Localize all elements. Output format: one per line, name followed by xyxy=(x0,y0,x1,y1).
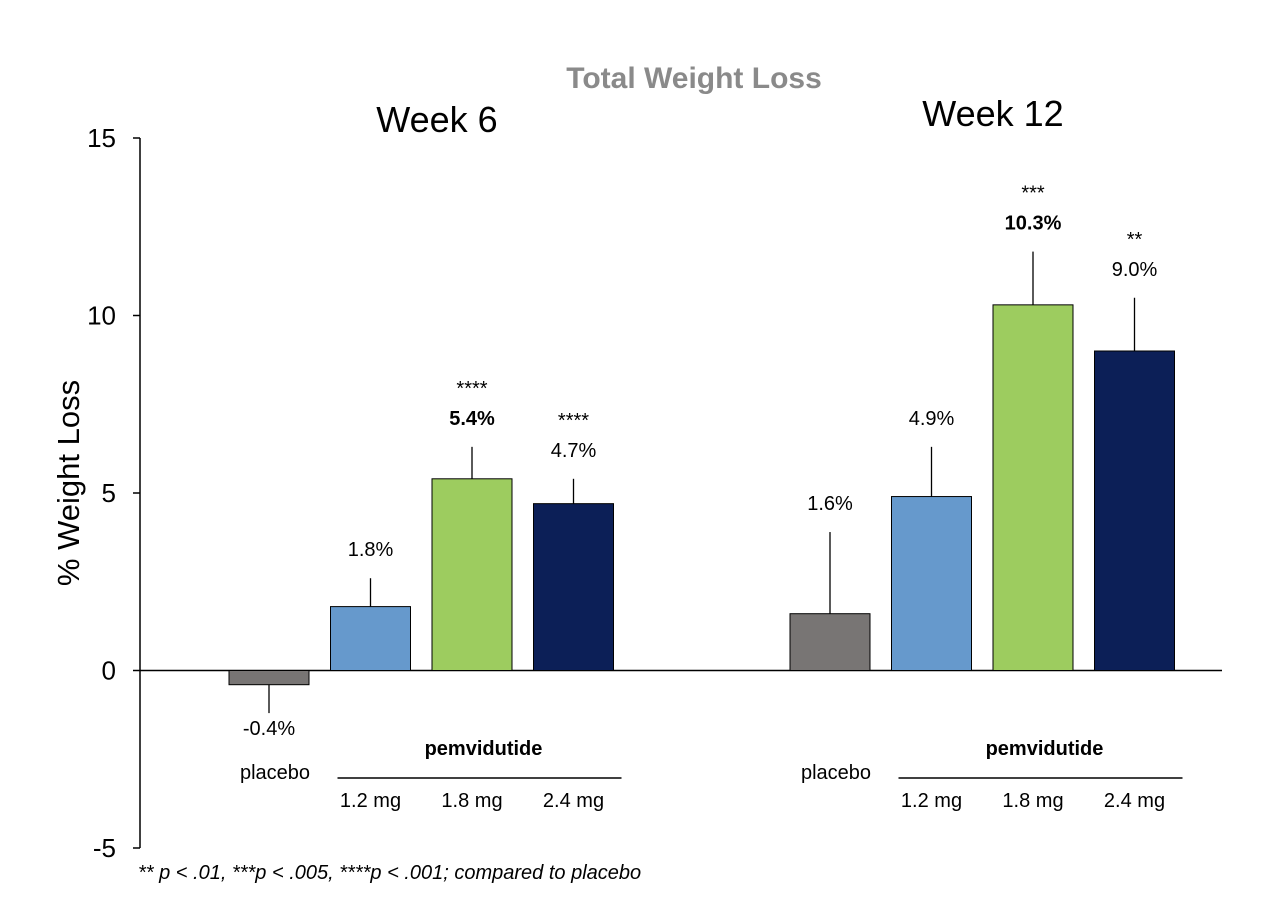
bar xyxy=(1094,350,1175,671)
bar xyxy=(533,503,614,671)
y-tick-label: 0 xyxy=(102,656,116,686)
data-label: 10.3% xyxy=(1005,213,1062,235)
data-label: 9.0% xyxy=(1112,259,1158,281)
y-tick-label: 10 xyxy=(87,301,116,331)
data-label: 1.8% xyxy=(348,539,394,561)
data-label: 5.4% xyxy=(449,408,495,430)
category-label: placebo xyxy=(801,762,871,784)
bar xyxy=(228,670,310,686)
group-label: pemvidutide xyxy=(425,738,543,760)
bar xyxy=(891,496,972,671)
category-label: 1.8 mg xyxy=(441,790,502,812)
significance-marker: **** xyxy=(558,410,589,432)
category-label: 1.8 mg xyxy=(1002,790,1063,812)
plot-area: 15 10 5 0 -5 -0.4% 1.8% 5.4% **** 4.7% **** placebo… xyxy=(87,123,1222,863)
panel-title-week-6: Week 6 xyxy=(376,99,497,140)
chart-title: Total Weight Loss xyxy=(566,62,822,95)
significance-marker: **** xyxy=(456,378,487,400)
category-label: 1.2 mg xyxy=(901,790,962,812)
category-label: placebo xyxy=(240,762,310,784)
y-tick-label: -5 xyxy=(93,833,116,863)
category-label: 1.2 mg xyxy=(340,790,401,812)
footnote: ** p < .01, ***p < .005, ****p < .001; c… xyxy=(138,862,641,884)
bar xyxy=(431,478,513,671)
data-label: 4.7% xyxy=(551,440,597,462)
bar xyxy=(330,606,411,671)
y-tick-label: 15 xyxy=(87,123,116,153)
y-axis-label: % Weight Loss xyxy=(51,380,86,586)
panel-title-week-12: Week 12 xyxy=(922,93,1063,134)
data-label: -0.4% xyxy=(243,718,295,740)
category-label: 2.4 mg xyxy=(1104,790,1165,812)
significance-marker: ** xyxy=(1127,229,1143,251)
significance-marker: *** xyxy=(1021,183,1045,205)
category-label: 2.4 mg xyxy=(543,790,604,812)
data-label: 4.9% xyxy=(909,408,955,430)
group-label: pemvidutide xyxy=(986,738,1104,760)
bar xyxy=(992,304,1074,671)
bar xyxy=(789,613,871,672)
y-tick-label: 5 xyxy=(102,478,116,508)
data-label: 1.6% xyxy=(807,493,853,515)
